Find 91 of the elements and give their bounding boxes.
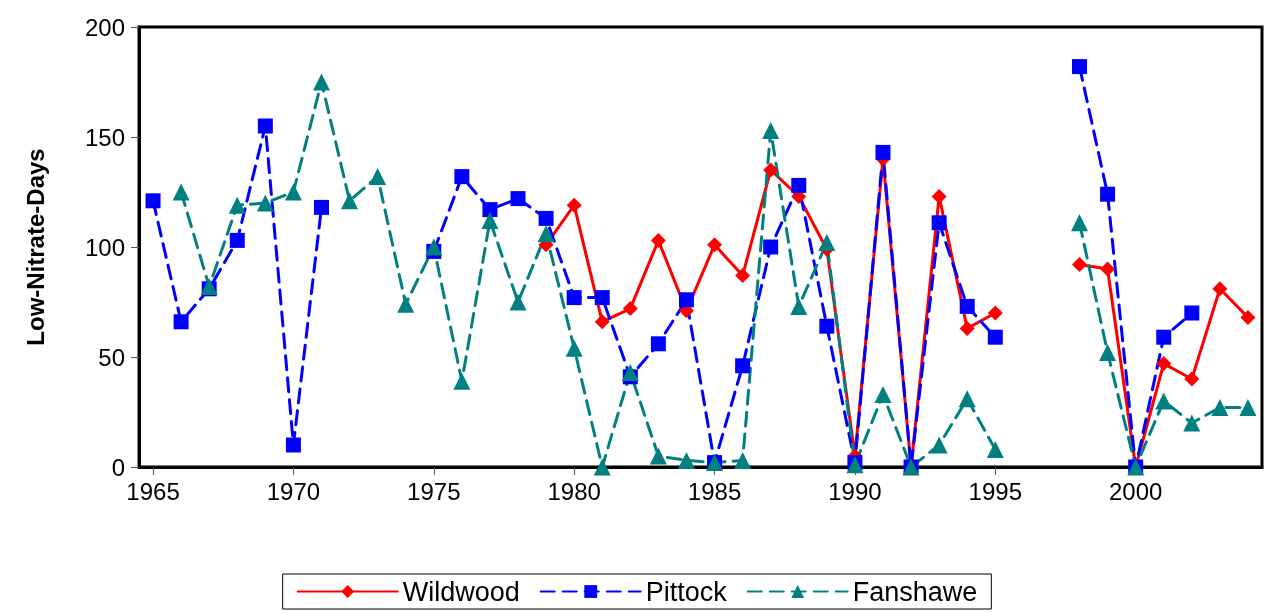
point xyxy=(482,202,498,218)
point xyxy=(257,118,273,134)
point xyxy=(958,390,976,408)
point xyxy=(425,238,443,256)
point xyxy=(481,212,499,230)
point xyxy=(735,358,751,374)
point xyxy=(735,268,751,284)
point xyxy=(312,73,330,91)
x-tick-label: 1980 xyxy=(547,477,601,505)
point xyxy=(959,320,975,336)
x-tick-label: 1965 xyxy=(126,477,180,505)
point xyxy=(1100,186,1116,202)
point xyxy=(341,192,359,210)
point xyxy=(875,144,891,160)
y-axis-title: Low-Nitrate-Days xyxy=(21,148,49,346)
point xyxy=(762,121,780,139)
x-tick-label: 1975 xyxy=(407,477,461,505)
point xyxy=(649,447,667,465)
point xyxy=(566,197,582,213)
point xyxy=(173,314,189,330)
point xyxy=(537,225,555,243)
point xyxy=(1184,371,1200,387)
point xyxy=(930,436,948,454)
point xyxy=(987,305,1003,321)
point xyxy=(594,290,610,306)
point xyxy=(594,314,610,330)
point xyxy=(931,215,947,231)
point xyxy=(453,372,471,390)
point xyxy=(566,290,582,306)
y-tick-label: 200 xyxy=(84,13,125,41)
point xyxy=(650,336,666,352)
y-tick-label: 100 xyxy=(84,233,125,261)
point xyxy=(369,168,387,186)
point xyxy=(1183,414,1201,432)
point xyxy=(1211,399,1229,417)
point xyxy=(565,339,583,357)
point xyxy=(621,363,639,381)
point xyxy=(228,196,246,214)
point xyxy=(931,188,947,204)
point xyxy=(1240,309,1256,325)
point xyxy=(987,329,1003,345)
y-tick-label: 50 xyxy=(98,343,125,371)
point xyxy=(763,239,779,255)
point xyxy=(986,440,1004,458)
point xyxy=(1155,392,1173,410)
point xyxy=(819,318,835,334)
point xyxy=(1072,257,1088,273)
point xyxy=(650,232,666,248)
x-tick-label: 1985 xyxy=(687,477,742,505)
point xyxy=(1212,281,1228,297)
point xyxy=(959,298,975,314)
point xyxy=(229,232,245,248)
point xyxy=(397,295,415,313)
point xyxy=(790,297,808,315)
point xyxy=(791,177,807,193)
point xyxy=(510,191,526,207)
point xyxy=(454,169,470,185)
point xyxy=(622,301,638,317)
point xyxy=(707,237,723,253)
x-tick-label: 1970 xyxy=(266,477,321,505)
point xyxy=(172,183,190,201)
point xyxy=(1099,344,1117,362)
point xyxy=(763,162,779,178)
point xyxy=(1071,214,1089,232)
point xyxy=(1239,399,1257,417)
legend-label: Wildwood xyxy=(402,576,520,607)
point xyxy=(874,385,892,403)
point xyxy=(1100,261,1116,277)
point xyxy=(1072,59,1088,75)
x-tick-label: 2000 xyxy=(1108,477,1163,505)
point xyxy=(734,451,752,469)
point xyxy=(509,293,527,311)
point xyxy=(1156,329,1172,345)
point xyxy=(145,193,161,209)
point xyxy=(593,458,611,476)
point xyxy=(538,210,554,226)
point xyxy=(678,292,694,308)
point xyxy=(285,437,301,453)
point xyxy=(1184,305,1200,321)
x-tick-label: 1990 xyxy=(828,477,882,505)
point xyxy=(818,234,836,252)
point xyxy=(1156,356,1172,372)
legend-label: Fanshawe xyxy=(852,576,978,607)
x-tick-label: 1995 xyxy=(968,477,1022,505)
y-tick-label: 150 xyxy=(84,123,125,151)
y-tick-label: 0 xyxy=(111,453,125,481)
point xyxy=(284,183,302,201)
legend-label: Pittock xyxy=(645,576,728,607)
point xyxy=(677,451,695,469)
point xyxy=(313,199,329,215)
point xyxy=(256,194,274,212)
